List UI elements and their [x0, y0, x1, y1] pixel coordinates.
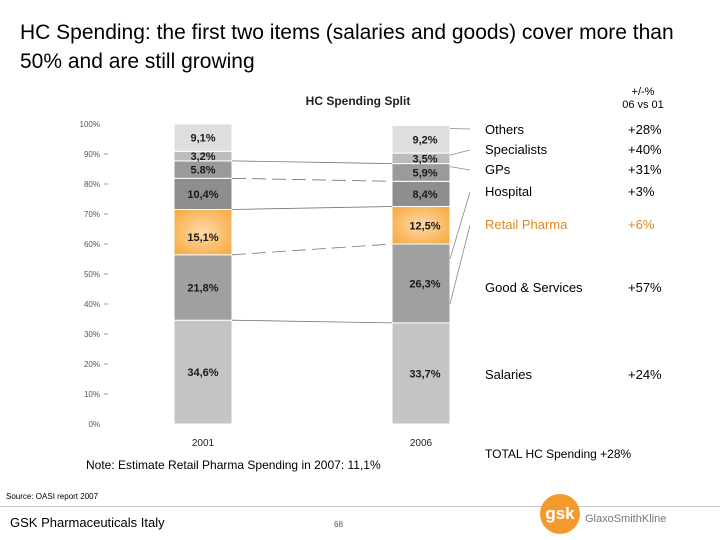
stacked-bar-chart: HC Spending Split 0% 10% 20% 30% 40% 50% 60% 70%… — [80, 94, 470, 449]
page-number: 68 — [334, 520, 343, 529]
data-label-hospital-2001: 10,4% — [187, 189, 218, 201]
total-spending: TOTAL HC Spending +28% — [485, 447, 632, 461]
chart-panel: HC Spending Split 0% 10% 20% 30% 40% 50% 60% 70%… — [56, 88, 470, 450]
data-label-specialists-2006: 3,5% — [412, 153, 437, 165]
legend-label-specialists: Specialists — [485, 142, 548, 157]
gsk-logo-icon: gsk — [540, 494, 580, 534]
data-label-gps-2001: 5.8% — [190, 165, 215, 177]
legend-leader-line — [449, 224, 470, 305]
legend-leader-line — [449, 149, 470, 156]
legend-label-good-services: Good & Services — [485, 280, 583, 295]
change-column-header: +/-% 06 vs 01 — [612, 86, 674, 112]
category-label-2001: 2001 — [192, 438, 215, 449]
legend-label-hospital: Hospital — [485, 184, 532, 199]
legend-leader-line — [449, 166, 470, 171]
bar-segment-good-services-2001 — [173, 254, 233, 321]
legend-label-gps: GPs — [485, 162, 511, 177]
y-tick-label: 20% — [84, 360, 100, 369]
legend-label-retail-pharma: Retail Pharma — [485, 217, 568, 232]
bar-segment-retail-pharma-2006 — [391, 206, 451, 245]
legend-change-salaries: +24% — [628, 367, 662, 382]
data-label-retail-pharma-2006: 12,5% — [409, 220, 440, 232]
connector-line — [231, 206, 393, 210]
legend-leader-line — [449, 128, 470, 130]
category-label-2006: 2006 — [410, 438, 433, 449]
connector-line — [231, 243, 393, 256]
data-label-specialists-2001: 3,2% — [190, 151, 215, 163]
bar-segment-others-2001 — [173, 123, 233, 152]
logo-wordmark: GlaxoSmithKline — [585, 513, 667, 525]
y-tick-label: 30% — [84, 330, 100, 339]
connector-line — [231, 319, 393, 324]
y-tick-label: 100% — [80, 120, 100, 129]
slide-title: HC Spending: the first two items (salari… — [20, 21, 674, 73]
bar-segment-salaries-2001 — [173, 319, 233, 425]
change-header-text: +/-% 06 vs 01 — [622, 86, 664, 111]
legend-leader-line — [449, 191, 470, 260]
source-note: Source: OASI report 2007 — [6, 492, 99, 501]
data-label-good-services-2001: 21,8% — [187, 283, 218, 295]
connector-line — [231, 177, 393, 182]
data-label-others-2001: 9,1% — [190, 133, 215, 145]
bar-segment-salaries-2006 — [391, 322, 451, 425]
y-tick-label: 0% — [88, 420, 100, 429]
legend-change-hospital: +3% — [628, 184, 655, 199]
bar-segment-hospital-2001 — [173, 177, 233, 211]
footnote: Note: Estimate Retail Pharma Spending in… — [86, 458, 381, 472]
legend-change-retail-pharma: +6% — [628, 217, 655, 232]
y-tick-label: 70% — [84, 210, 100, 219]
legend-change-gps: +31% — [628, 162, 662, 177]
company-name: GSK Pharmaceuticals Italy — [10, 515, 165, 530]
legend-change-specialists: +40% — [628, 142, 662, 157]
data-label-salaries-2001: 34,6% — [187, 367, 218, 379]
data-label-retail-pharma-2001: 15,1% — [187, 232, 218, 244]
legend-label-salaries: Salaries — [485, 367, 532, 382]
data-label-good-services-2006: 26,3% — [409, 278, 440, 290]
bar-segment-others-2006 — [391, 125, 451, 154]
y-tick-label: 50% — [84, 270, 100, 279]
y-tick-label: 10% — [84, 390, 100, 399]
y-tick-label: 60% — [84, 240, 100, 249]
legend-label-others: Others — [485, 122, 525, 137]
data-label-others-2006: 9,2% — [412, 134, 437, 146]
data-label-hospital-2006: 8,4% — [412, 189, 437, 201]
data-label-salaries-2006: 33,7% — [409, 368, 440, 380]
y-tick-label: 90% — [84, 150, 100, 159]
footer-divider — [0, 506, 720, 507]
data-label-gps-2006: 5,9% — [412, 167, 437, 179]
y-tick-label: 80% — [84, 180, 100, 189]
legend-change-others: +28% — [628, 122, 662, 137]
legend-change-good-services: +57% — [628, 280, 662, 295]
connector-line — [231, 160, 393, 164]
chart-title: HC Spending Split — [306, 94, 411, 108]
bar-segment-good-services-2006 — [391, 243, 451, 324]
y-tick-label: 40% — [84, 300, 100, 309]
